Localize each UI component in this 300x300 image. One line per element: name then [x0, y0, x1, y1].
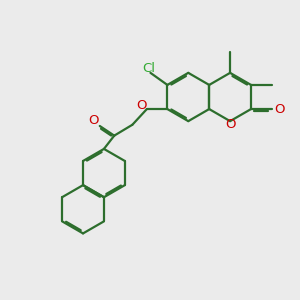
Text: O: O — [88, 114, 99, 127]
Text: O: O — [225, 118, 235, 131]
Text: O: O — [136, 99, 147, 112]
Text: Cl: Cl — [142, 62, 155, 75]
Text: O: O — [274, 103, 285, 116]
